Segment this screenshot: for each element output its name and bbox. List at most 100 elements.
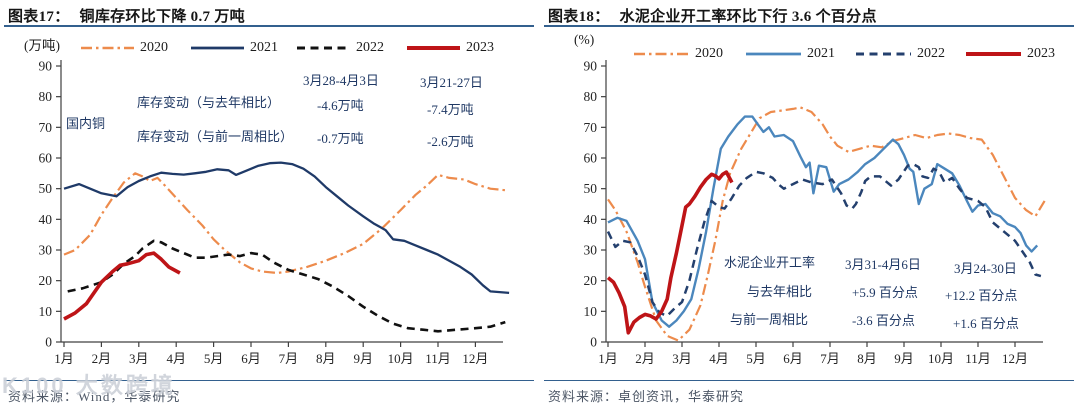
series-line-2021 [63, 161, 510, 295]
annotation-col2-header: 3月21-27日 [420, 75, 483, 90]
annotation-col1-header: 3月28-4月3日 [303, 73, 379, 88]
y-axis-unit: (万吨) [24, 38, 60, 53]
svg-text:50: 50 [584, 181, 598, 196]
annotation-col2-header: 3月24-30日 [954, 261, 1017, 276]
svg-text:9月: 9月 [894, 351, 914, 366]
figure-copper-inventory: 图表17： 铜库存环比下降 0.7 万吨 (万吨) 2020 2021 2022 202… [4, 5, 534, 404]
y-axis-unit: (%) [574, 32, 595, 47]
svg-text:70: 70 [584, 120, 598, 135]
legend-swatch-dashdot [81, 46, 134, 50]
figure-title: 图表18： 水泥企业开工率环比下行 3.6 个百分点 [548, 5, 1072, 26]
svg-text:50: 50 [39, 181, 53, 196]
figure-title-text: 水泥企业开工率环比下行 3.6 个百分点 [619, 9, 877, 25]
svg-text:80: 80 [39, 89, 53, 104]
source-note: 资料来源：Wind，华泰研究 [8, 389, 181, 404]
legend-label: 2021 [250, 40, 278, 55]
series-line-2022 [606, 162, 1042, 318]
legend-item-2020: 2020 [633, 46, 723, 62]
annotation-series-label: 水泥企业开工率 [724, 255, 816, 270]
legend-label: 2020 [140, 40, 168, 55]
figure-number: 图表18： [548, 9, 610, 25]
legend-item-2022: 2022 [855, 46, 945, 62]
svg-text:8月: 8月 [857, 351, 877, 366]
legend-swatch-solid [407, 46, 460, 50]
legend-swatch-dashed [856, 52, 911, 56]
svg-text:6月: 6月 [783, 351, 803, 366]
annotation-value-yoy-week1: +5.9 百分点 [852, 285, 918, 300]
svg-text:7月: 7月 [820, 351, 840, 366]
svg-text:90: 90 [39, 59, 53, 74]
legend-item-2023: 2023 [965, 46, 1055, 62]
svg-text:12月: 12月 [462, 351, 488, 366]
annotation-value-wow-week1: -3.6 百分点 [852, 313, 915, 328]
svg-text:4月: 4月 [709, 351, 729, 366]
legend-swatch-solid [191, 46, 244, 50]
legend-label: 2020 [695, 46, 723, 61]
legend-item-2020: 2020 [80, 40, 168, 56]
cement-operating-rate-chart: 0 10 20 30 40 50 60 70 80 90 1月 2月 3月 4月 5月 6月 7月 8月 9月 10月… [584, 59, 1046, 366]
legend-label: 2023 [1027, 46, 1055, 61]
annotation-value-wow-week2: -2.6万吨 [427, 134, 474, 149]
legend-label: 2021 [807, 46, 835, 61]
svg-text:11月: 11月 [965, 351, 991, 366]
figure-title-text: 铜库存环比下降 0.7 万吨 [79, 9, 245, 25]
legend-label: 2022 [356, 40, 384, 55]
annotation-row1-label: 库存变动（与去年相比） [137, 95, 281, 110]
svg-text:5月: 5月 [746, 351, 766, 366]
svg-text:60: 60 [584, 151, 598, 166]
svg-text:20: 20 [39, 273, 53, 288]
svg-text:60: 60 [39, 151, 53, 166]
figure-number: 图表17： [8, 9, 70, 25]
legend-item-2022: 2022 [296, 40, 384, 56]
svg-text:1月: 1月 [54, 351, 74, 366]
legend-swatch-solid [966, 52, 1021, 56]
annotation-value-wow-week2: +1.6 百分点 [953, 316, 1019, 331]
annotation-row2-label: 与前一周相比 [730, 312, 809, 327]
svg-text:4月: 4月 [166, 351, 186, 366]
series-line-2023 [606, 170, 734, 335]
title-divider [544, 25, 1074, 27]
svg-text:30: 30 [39, 243, 53, 258]
annotation-row2-label: 库存变动（与前一周相比） [137, 129, 294, 144]
copper-inventory-chart: 0 10 20 30 40 50 60 70 80 90 1月 2月 3月 4月 5月 6月 7月 8月 9月 10月… [39, 59, 510, 366]
svg-text:0: 0 [590, 335, 597, 350]
figure-title: 图表17： 铜库存环比下降 0.7 万吨 [8, 5, 532, 26]
svg-text:10: 10 [584, 304, 598, 319]
svg-text:5月: 5月 [204, 351, 224, 366]
legend-item-2021: 2021 [745, 46, 835, 62]
svg-text:3月: 3月 [672, 351, 692, 366]
annotation-series-label: 国内铜 [66, 116, 106, 131]
svg-text:2月: 2月 [635, 351, 655, 366]
annotation-value-yoy-week1: -4.6万吨 [317, 98, 364, 113]
series-line-2023 [63, 251, 181, 321]
series-line-2020 [607, 106, 1046, 342]
svg-text:2月: 2月 [92, 351, 112, 366]
footer-divider [4, 380, 534, 381]
legend-item-2023: 2023 [406, 40, 494, 56]
svg-text:40: 40 [584, 212, 598, 227]
svg-text:8月: 8月 [316, 351, 336, 366]
series-line-2020 [63, 172, 506, 275]
source-note: 资料来源：卓创资讯，华泰研究 [548, 389, 745, 404]
svg-text:9月: 9月 [353, 351, 373, 366]
annotation-value-yoy-week2: +12.2 百分点 [945, 288, 1018, 303]
svg-text:12月: 12月 [1002, 351, 1028, 366]
svg-text:30: 30 [584, 243, 598, 258]
svg-text:10月: 10月 [388, 351, 414, 366]
svg-text:6月: 6月 [241, 351, 261, 366]
title-divider [4, 25, 534, 27]
svg-text:1月: 1月 [598, 351, 618, 366]
legend-swatch-solid [746, 52, 801, 56]
series-line-2022 [67, 239, 506, 333]
svg-text:40: 40 [39, 212, 53, 227]
legend-swatch-dashdot [634, 52, 689, 56]
svg-text:80: 80 [584, 89, 598, 104]
svg-text:70: 70 [39, 120, 53, 135]
svg-text:10月: 10月 [928, 351, 954, 366]
legend-item-2021: 2021 [190, 40, 278, 56]
svg-text:3月: 3月 [129, 351, 149, 366]
footer-divider [544, 380, 1074, 381]
svg-text:90: 90 [584, 59, 598, 74]
svg-text:20: 20 [584, 273, 598, 288]
